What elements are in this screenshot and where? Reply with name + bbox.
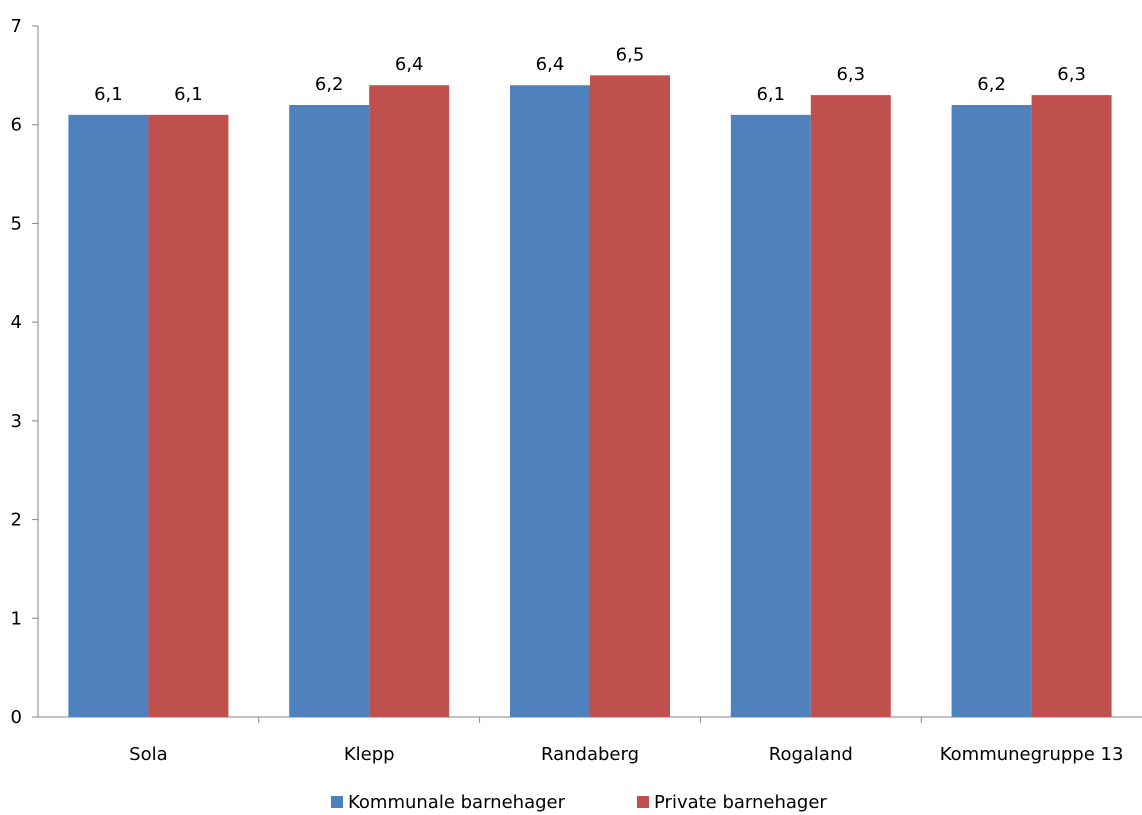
bar-kommunale-2 — [510, 85, 590, 717]
y-tick-label: 2 — [11, 510, 22, 531]
legend: Kommunale barnehager Private barnehager — [331, 792, 827, 813]
data-label: 6,1 — [174, 84, 203, 105]
legend-label: Kommunale barnehager — [348, 792, 566, 813]
data-label: 6,4 — [395, 54, 424, 75]
bar-private-3 — [810, 95, 891, 718]
y-tick-label: 5 — [11, 213, 22, 234]
y-tick-label: 1 — [11, 608, 22, 629]
data-label: 6,2 — [977, 74, 1006, 95]
y-tick-label: 0 — [11, 707, 22, 728]
bar-series — [68, 75, 1112, 718]
bar-private-2 — [590, 75, 670, 718]
category-labels: Sola Klepp Randaberg Rogaland Kommunegruppe … — [129, 717, 1123, 765]
legend-swatch — [637, 796, 649, 808]
data-label: 6,3 — [1057, 64, 1086, 85]
data-labels: 6,1 6,1 6,2 6,4 6,4 6,5 6,1 6,3 6,2 6,3 — [94, 44, 1086, 104]
category-label: Sola — [129, 744, 167, 765]
category-label: Randaberg — [541, 744, 639, 765]
bar-private-0 — [148, 114, 229, 718]
bar-private-4 — [1031, 95, 1112, 718]
data-label: 6,1 — [756, 84, 785, 105]
data-label: 6,3 — [836, 64, 865, 85]
y-tick-label: 7 — [11, 16, 22, 37]
legend-label: Private barnehager — [654, 792, 827, 813]
y-axis-ticks: 0 1 2 3 4 5 6 7 — [11, 16, 38, 728]
category-label: Rogaland — [769, 744, 853, 765]
data-label: 6,4 — [536, 54, 565, 75]
category-label: Klepp — [344, 744, 395, 765]
data-label: 6,1 — [94, 84, 123, 105]
bar-kommunale-3 — [730, 114, 811, 718]
data-label: 6,5 — [616, 44, 645, 65]
bar-kommunale-4 — [951, 104, 1032, 717]
bar-kommunale-0 — [68, 114, 149, 718]
y-tick-label: 6 — [11, 115, 22, 136]
category-label: Kommunegruppe 13 — [940, 744, 1124, 765]
bar-private-1 — [369, 85, 450, 717]
bar-kommunale-1 — [289, 104, 370, 717]
data-label: 6,2 — [315, 74, 344, 95]
y-tick-label: 3 — [11, 411, 22, 432]
y-tick-label: 4 — [11, 312, 22, 333]
legend-swatch — [331, 796, 343, 808]
